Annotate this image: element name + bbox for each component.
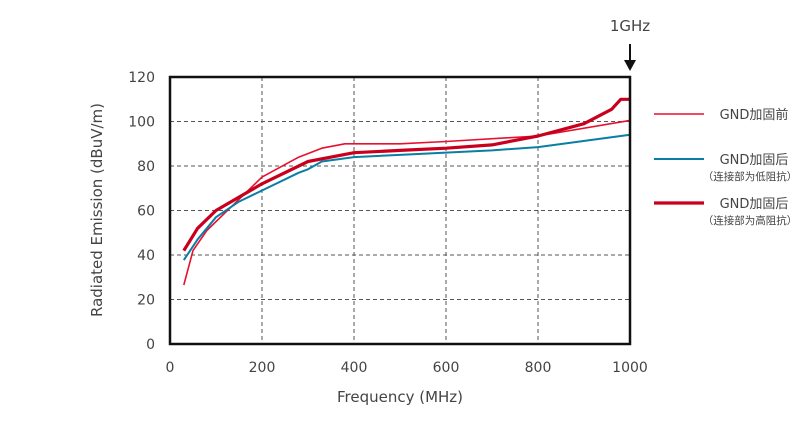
legend-label-0: GND加固前 (720, 107, 789, 123)
x-tick-label: 400 (341, 360, 368, 376)
y-tick-label: 40 (137, 248, 155, 264)
y-tick-label: 60 (137, 204, 155, 220)
legend-sublabel-1: （连接部为低阻抗） (703, 170, 798, 183)
series-line-2 (182, 97, 630, 252)
annotation-1ghz: 1GHz (610, 17, 650, 35)
annotation-arrow-icon (624, 60, 636, 71)
x-tick-label: 800 (525, 360, 552, 376)
legend-sublabel-2: （连接部为高阻抗） (703, 214, 798, 227)
x-tick-label: 200 (249, 360, 276, 376)
y-tick-label: 100 (128, 115, 155, 131)
series-line-0 (183, 119, 631, 286)
y-tick-label: 0 (146, 337, 155, 353)
x-tick-label: 600 (433, 360, 460, 376)
y-tick-label: 80 (137, 159, 155, 175)
x-tick-label: 1000 (612, 360, 648, 376)
legend: GND加固前 GND加固后 （连接部为低阻抗） GND加固后 （连接部为高阻抗） (654, 107, 797, 227)
plot-frame (168, 75, 632, 346)
series-line-1 (182, 133, 631, 261)
legend-label-1: GND加固后 (720, 153, 789, 168)
y-tick-label: 120 (128, 70, 155, 86)
x-axis-label: Frequency (MHz) (337, 388, 463, 406)
x-tick-label: 0 (166, 360, 175, 376)
y-axis-label: Radiated Emission (dBuV/m) (88, 103, 106, 317)
legend-label-2: GND加固后 (720, 197, 789, 212)
y-tick-label: 20 (137, 293, 155, 309)
